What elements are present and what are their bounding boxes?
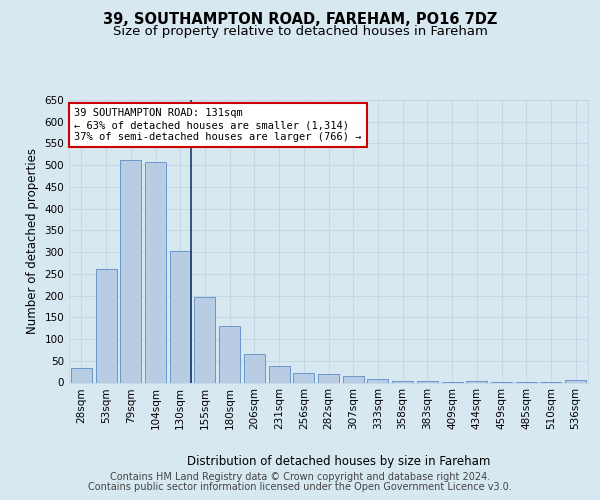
Bar bbox=[219, 326, 240, 382]
Bar bbox=[71, 368, 92, 382]
Y-axis label: Number of detached properties: Number of detached properties bbox=[26, 148, 39, 334]
Text: Contains HM Land Registry data © Crown copyright and database right 2024.: Contains HM Land Registry data © Crown c… bbox=[110, 472, 490, 482]
Text: 39 SOUTHAMPTON ROAD: 131sqm
← 63% of detached houses are smaller (1,314)
37% of : 39 SOUTHAMPTON ROAD: 131sqm ← 63% of det… bbox=[74, 108, 362, 142]
Bar bbox=[293, 373, 314, 382]
Bar bbox=[466, 381, 487, 382]
Bar bbox=[367, 380, 388, 382]
Bar bbox=[343, 376, 364, 382]
Bar bbox=[170, 251, 191, 382]
Text: Size of property relative to detached houses in Fareham: Size of property relative to detached ho… bbox=[113, 25, 487, 38]
Bar bbox=[318, 374, 339, 382]
Bar bbox=[269, 366, 290, 382]
Text: Distribution of detached houses by size in Fareham: Distribution of detached houses by size … bbox=[187, 454, 491, 468]
Bar bbox=[120, 160, 141, 382]
Text: 39, SOUTHAMPTON ROAD, FAREHAM, PO16 7DZ: 39, SOUTHAMPTON ROAD, FAREHAM, PO16 7DZ bbox=[103, 12, 497, 28]
Bar bbox=[565, 380, 586, 382]
Bar bbox=[244, 354, 265, 382]
Bar bbox=[194, 297, 215, 382]
Bar bbox=[392, 381, 413, 382]
Bar bbox=[417, 381, 438, 382]
Bar bbox=[95, 268, 116, 382]
Text: Contains public sector information licensed under the Open Government Licence v3: Contains public sector information licen… bbox=[88, 482, 512, 492]
Bar bbox=[145, 162, 166, 382]
